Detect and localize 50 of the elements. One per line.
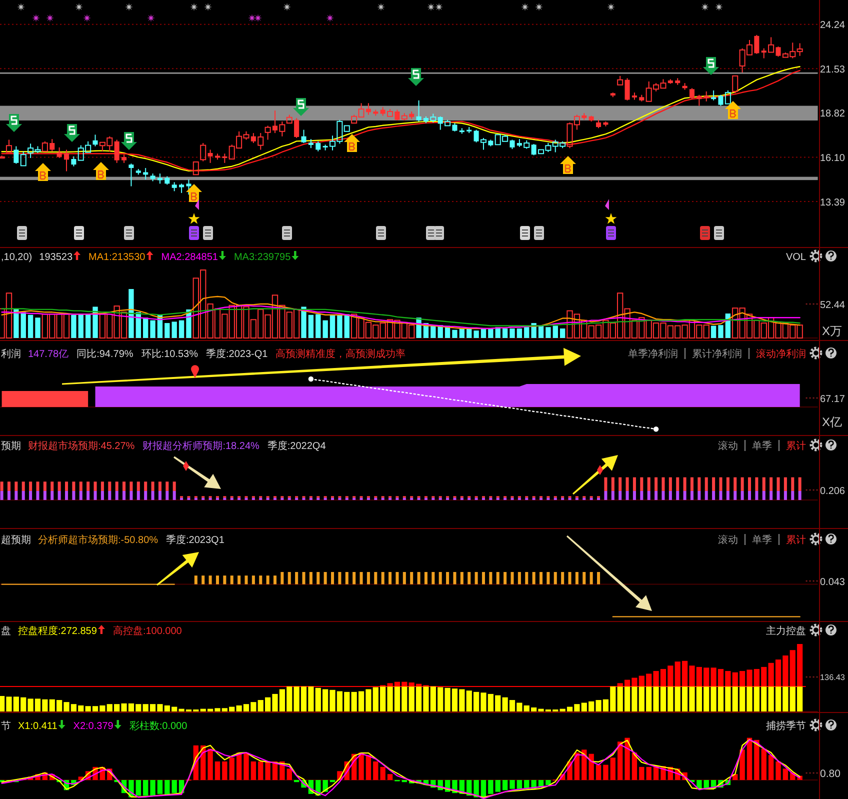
chart-title: 节 [1, 720, 11, 732]
chart-title: 超预期 [1, 534, 31, 546]
text: X亿 [822, 415, 842, 429]
text: VOL [786, 252, 806, 263]
text: 单季 [752, 534, 772, 546]
text: 彩柱数:0.000 [129, 720, 188, 732]
chart-title: 利润 [1, 348, 21, 360]
text: 分析师超市场预期:-50.80% [38, 534, 158, 546]
text: 累计 [786, 534, 806, 546]
text: 累计净利润 [692, 348, 742, 360]
text: 0.043 [820, 576, 846, 588]
text: MA3:239795 [234, 252, 292, 263]
text: 高预测精准度，高预测成功率 [276, 348, 406, 360]
text: X1:0.411 [18, 721, 58, 732]
text: 财报超市场预期:45.27% [28, 440, 135, 452]
text: 捕捞季节 [766, 720, 806, 732]
y-tick-label: 16.10 [820, 153, 846, 164]
y-tick-label: 13.39 [820, 197, 846, 208]
text: 季度:2022Q4 [267, 440, 326, 452]
text: 滚动 [718, 440, 738, 452]
y-tick-label: 21.53 [820, 64, 846, 76]
text: 季度:2023Q1 [166, 534, 225, 546]
text: 滚动 [718, 534, 738, 546]
chart-title: 盘 [1, 625, 11, 637]
text: 高控盘:100.000 [112, 625, 182, 637]
text: X万 [822, 324, 842, 338]
y-tick-label: 24.24 [820, 20, 846, 32]
text: 136.43 [820, 673, 846, 682]
text: 主力控盘 [766, 625, 806, 637]
chart-title: 预期 [1, 440, 21, 452]
text: 滚动净利润 [756, 348, 806, 360]
text: 同比:94.79% [76, 348, 134, 360]
text: 控盘程度:272.859 [18, 625, 98, 637]
text: 累计 [786, 440, 806, 452]
text: 52.44 [820, 300, 846, 311]
text: 财报超分析师预期:18.24% [142, 440, 260, 452]
text: 0.80 [820, 768, 841, 780]
text: 147.78亿 [28, 349, 69, 360]
text: 环比:10.53% [141, 348, 198, 360]
text: 单季 [752, 440, 772, 452]
text: 0.206 [820, 486, 846, 497]
chart-title: ,10,20) [1, 252, 32, 263]
text: MA2:284851 [161, 252, 218, 263]
text: 单季净利润 [628, 348, 678, 360]
text: 193523 [39, 252, 73, 263]
text: 季度:2023-Q1 [206, 348, 268, 360]
y-tick-label: 18.82 [820, 108, 846, 120]
text: MA1:213530 [88, 252, 146, 263]
text: 67.17 [820, 394, 846, 405]
text: X2:0.379 [73, 721, 114, 732]
